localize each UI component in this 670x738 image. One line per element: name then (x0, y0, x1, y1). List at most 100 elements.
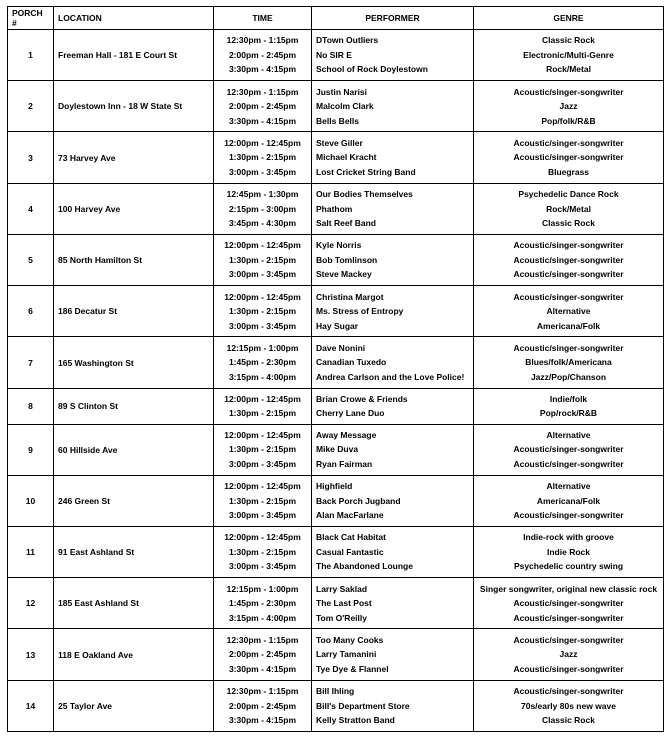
performer: Mike Duva (316, 444, 359, 455)
time: 3:30pm - 4:15pm (228, 64, 297, 75)
table-body: 1 Freeman Hall - 181 E Court St 12:30pm - … (7, 28, 664, 733)
performer: No SIR E (316, 49, 352, 60)
column-header: PORCH # (7, 6, 54, 30)
genre-cell: Alternative Acoustic/singer-songwriter Aco… (473, 423, 664, 476)
time: 12:00pm - 12:45pm (224, 240, 301, 251)
location: 100 Harvey Ave (53, 182, 214, 235)
genre: Indie Rock (547, 546, 590, 557)
time: 1:45pm - 2:30pm (228, 357, 297, 368)
genre: Acoustic/singer-songwriter (513, 510, 624, 521)
genre: Classic Rock (542, 218, 595, 229)
genre: Psychedelic country swing (513, 561, 624, 572)
performer-cell: Bill Ihling Bill's Department Store Kelly … (311, 679, 474, 733)
performer: Bells Bells (316, 115, 359, 126)
time: 12:30pm - 1:15pm (226, 35, 299, 46)
genre: Classic Rock (542, 35, 595, 46)
location: 73 Harvey Ave (53, 131, 214, 184)
genre: Americana/Folk (536, 495, 601, 506)
performer-cell: Kyle Norris Bob Tomlinson Steve Mackey (311, 233, 474, 287)
genre: Rock/Metal (546, 64, 591, 75)
performer: Highfield (316, 481, 353, 492)
genre: Acoustic/singer-songwriter (513, 342, 624, 353)
time: 3:15pm - 4:00pm (228, 612, 297, 623)
porch-row: 2 Doylestown Inn - 18 W State St 12:30pm -… (7, 80, 664, 133)
genre: Americana/Folk (536, 320, 601, 331)
performer: Casual Fantastic (316, 546, 384, 557)
porch-row: 14 25 Taylor Ave 12:30pm - 1:15pm 2:00pm - … (7, 679, 664, 733)
location: 185 East Ashland St (53, 577, 214, 630)
genre: Jazz (559, 101, 578, 112)
time: 1:30pm - 2:15pm (228, 546, 297, 557)
porch-row: 9 60 Hillside Ave 12:00pm - 12:45pm 1:30pm … (7, 423, 664, 476)
time: 12:00pm - 12:45pm (224, 137, 301, 148)
porch-row: 4 100 Harvey Ave 12:45pm - 1:30pm 2:15pm - … (7, 182, 664, 235)
genre: Pop/folk/R&B (541, 115, 596, 126)
porch-number: 5 (7, 233, 54, 287)
time: 12:15pm - 1:00pm (226, 342, 299, 353)
time: 1:30pm - 2:15pm (228, 152, 297, 163)
time: 12:15pm - 1:00pm (226, 583, 299, 594)
performer-cell: Black Cat Habitat Casual Fantastic The Aba… (311, 526, 474, 579)
location: 165 Washington St (53, 336, 214, 389)
performer: Andrea Carlson and the Love Police! (316, 371, 465, 382)
porch-number: 13 (7, 628, 54, 681)
time-cell: 12:30pm - 1:15pm 2:00pm - 2:45pm 3:30pm - … (213, 628, 312, 681)
genre: Acoustic/singer-songwriter (513, 444, 624, 455)
column-header: PERFORMER (311, 6, 474, 30)
time-cell: 12:00pm - 12:45pm 1:30pm - 2:15pm 3:00pm -… (213, 285, 312, 338)
genre: Blues/folk/Americana (525, 357, 612, 368)
genre-cell: Indie-rock with groove Indie Rock Psychede… (473, 526, 664, 579)
genre: Jazz/Pop/Chanson (530, 371, 607, 382)
genre: Acoustic/singer-songwriter (513, 458, 624, 469)
time-cell: 12:00pm - 12:45pm 1:30pm - 2:15pm 3:00pm -… (213, 233, 312, 287)
porch-row: 12 185 East Ashland St 12:15pm - 1:00pm 1:4… (7, 577, 664, 630)
time-cell: 12:00pm - 12:45pm 1:30pm - 2:15pm 3:00pm -… (213, 526, 312, 579)
time: 12:00pm - 12:45pm (224, 481, 301, 492)
porch-number: 14 (7, 679, 54, 733)
performer-cell: Brian Crowe & Friends Cherry Lane Duo (311, 387, 474, 425)
time-cell: 12:00pm - 12:45pm 1:30pm - 2:15pm 3:00pm -… (213, 474, 312, 528)
performer: Our Bodies Themselves (316, 189, 413, 200)
performer: Ms. Stress of Entropy (316, 306, 404, 317)
genre: Alternative (546, 306, 591, 317)
genre: Jazz (559, 649, 578, 660)
location: Doylestown Inn - 18 W State St (53, 80, 214, 133)
time-cell: 12:00pm - 12:45pm 1:30pm - 2:15pm 3:00pm -… (213, 423, 312, 476)
performer: Too Many Cooks (316, 634, 384, 645)
performer-cell: Christina Margot Ms. Stress of Entropy Hay… (311, 285, 474, 338)
location: 118 E Oakland Ave (53, 628, 214, 681)
performer-cell: Away Message Mike Duva Ryan Fairman (311, 423, 474, 476)
performer: The Abandoned Lounge (316, 561, 413, 572)
genre-cell: Acoustic/singer-songwriter Jazz Pop/folk/R… (473, 80, 664, 133)
genre: Psychedelic Dance Rock (518, 189, 619, 200)
genre-cell: Acoustic/singer-songwriter 70s/early 80s … (473, 679, 664, 733)
location: 85 North Hamilton St (53, 233, 214, 287)
genre-cell: Acoustic/singer-songwriter Acoustic/singe… (473, 131, 664, 184)
genre: Acoustic/singer-songwriter (513, 137, 624, 148)
porch-number: 2 (7, 80, 54, 133)
time: 12:30pm - 1:15pm (226, 634, 299, 645)
performer-cell: Larry Saklad The Last Post Tom O'Reilly (311, 577, 474, 630)
porch-row: 10 246 Green St 12:00pm - 12:45pm 1:30pm - … (7, 474, 664, 528)
porch-row: 8 89 S Clinton St 12:00pm - 12:45pm 1:30pm … (7, 387, 664, 425)
genre: Acoustic/singer-songwriter (513, 269, 624, 280)
porch-number: 12 (7, 577, 54, 630)
time: 1:45pm - 2:30pm (228, 598, 297, 609)
performer: DTown Outliers (316, 35, 379, 46)
genre: Singer songwriter, original new classic … (479, 583, 658, 594)
performer: Alan MacFarlane (316, 510, 384, 521)
genre: Acoustic/singer-songwriter (513, 686, 624, 697)
genre: Acoustic/singer-songwriter (513, 612, 624, 623)
location: 246 Green St (53, 474, 214, 528)
performer: Brian Crowe & Friends (316, 393, 408, 404)
performer: Larry Tamanini (316, 649, 377, 660)
genre-cell: Acoustic/singer-songwriter Alternative Ame… (473, 285, 664, 338)
genre: Acoustic/singer-songwriter (513, 152, 624, 163)
column-header: GENRE (473, 6, 664, 30)
performer-cell: Too Many Cooks Larry Tamanini Tye Dye & Fl… (311, 628, 474, 681)
time: 12:00pm - 12:45pm (224, 291, 301, 302)
genre-cell: Alternative Americana/Folk Acoustic/singer… (473, 474, 664, 528)
genre: Alternative (546, 429, 591, 440)
performer: Back Porch Jugband (316, 495, 401, 506)
porch-row: 5 85 North Hamilton St 12:00pm - 12:45pm 1:… (7, 233, 664, 287)
